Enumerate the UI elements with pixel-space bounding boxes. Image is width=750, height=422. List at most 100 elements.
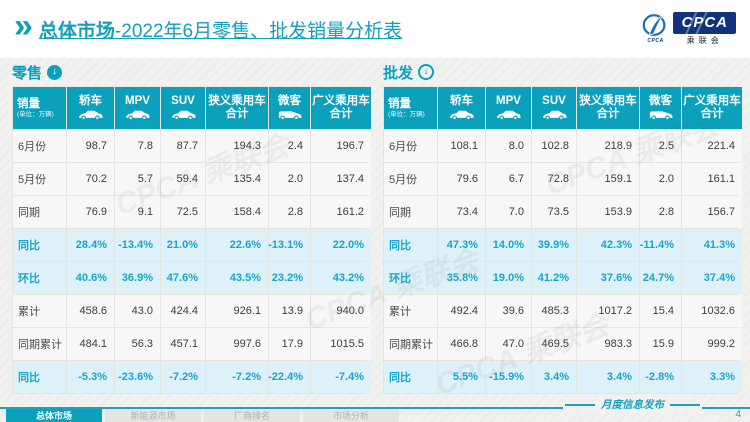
data-cell: 19.0% bbox=[486, 262, 531, 294]
data-cell: 1017.2 bbox=[577, 295, 639, 327]
data-cell: 2.8 bbox=[269, 196, 310, 228]
cpca-emblem-icon: CPCA bbox=[640, 12, 670, 44]
row-label: 环比 bbox=[13, 262, 66, 294]
cpca-logo-text: CPCA 乘联会 bbox=[673, 12, 736, 46]
column-header: 广义乘用车 合计 bbox=[682, 87, 742, 129]
data-cell: 79.6 bbox=[438, 163, 485, 195]
column-header-label: 轿车 bbox=[450, 94, 473, 107]
footer-tab-0[interactable]: 总体市场 bbox=[6, 409, 102, 422]
data-cell: 108.1 bbox=[438, 130, 485, 162]
footer-tab-1[interactable]: 新能源市场 bbox=[105, 409, 201, 422]
data-cell: 194.3 bbox=[206, 130, 268, 162]
row-label: 同比 bbox=[384, 361, 437, 393]
cpca-acronym: CPCA bbox=[673, 12, 736, 34]
row-label: 同比 bbox=[384, 229, 437, 261]
data-cell: 39.6 bbox=[486, 295, 531, 327]
data-cell: 37.6% bbox=[577, 262, 639, 294]
mpv-icon bbox=[497, 110, 521, 121]
data-cell: 70.2 bbox=[67, 163, 114, 195]
data-cell: -22.4% bbox=[268, 361, 310, 393]
data-cell: 76.9 bbox=[67, 196, 114, 228]
column-header: 广义乘用车 合计 bbox=[311, 87, 371, 129]
row-label: 环比 bbox=[384, 262, 437, 294]
column-header-unit: (单位：万辆) bbox=[17, 110, 54, 118]
column-header: 销量 (单位：万辆) bbox=[13, 87, 66, 129]
data-cell: -23.6% bbox=[115, 361, 160, 393]
row-label: 5月份 bbox=[384, 163, 437, 195]
row-label: 累计 bbox=[384, 295, 437, 327]
data-cell: 156.7 bbox=[682, 196, 742, 228]
data-cell: 135.4 bbox=[206, 163, 268, 195]
data-cell: -7.2% bbox=[161, 361, 205, 393]
section-title: 零售 bbox=[12, 64, 43, 82]
column-header-label: 微客 bbox=[278, 94, 301, 107]
data-cell: 221.4 bbox=[682, 130, 742, 162]
data-cell: 1032.6 bbox=[682, 295, 742, 327]
column-header: 销量 (单位：万辆) bbox=[384, 87, 437, 129]
slide-header: » 总体市场-2022年6月零售、批发销量分析表 CPCA CPCA 乘联会 bbox=[0, 0, 750, 58]
column-header: 轿车 bbox=[438, 87, 485, 129]
column-header-label: MPV bbox=[125, 94, 150, 107]
data-cell: 102.8 bbox=[532, 130, 576, 162]
data-cell: 218.9 bbox=[577, 130, 639, 162]
data-cell: 47.3% bbox=[438, 229, 485, 261]
tables-area: 零售 ↓ 销量 (单位：万辆) 轿车 MPV SUV 狭义乘用车 合计 微客 广义乘用车 合计 6月份 9… bbox=[12, 60, 742, 394]
section-title: 批发 bbox=[383, 64, 414, 82]
row-label: 同期 bbox=[13, 196, 66, 228]
section-header-retail: 零售 ↓ bbox=[12, 60, 367, 84]
data-cell: 9.1 bbox=[115, 196, 160, 228]
footer-tab-bar: 总体市场 新能源市场 厂商排名 市场分析 bbox=[6, 409, 399, 422]
row-label: 同比 bbox=[13, 361, 66, 393]
row-label: 6月份 bbox=[384, 130, 437, 162]
data-cell: -2.8% bbox=[640, 361, 681, 393]
data-cell: 161.2 bbox=[311, 196, 371, 228]
data-cell: 3.4% bbox=[532, 361, 576, 393]
van-icon bbox=[278, 111, 302, 121]
data-cell: 469.5 bbox=[532, 328, 576, 360]
data-cell: 41.3% bbox=[682, 229, 742, 261]
row-label: 同期 bbox=[384, 196, 437, 228]
data-cell: 492.4 bbox=[438, 295, 485, 327]
data-cell: 153.9 bbox=[577, 196, 639, 228]
column-header-label: 狭义乘用车 bbox=[208, 94, 266, 107]
footer-tab-2[interactable]: 厂商排名 bbox=[204, 409, 300, 422]
cpca-emblem-caption: CPCA bbox=[647, 38, 664, 44]
page-title[interactable]: 总体市场-2022年6月零售、批发销量分析表 bbox=[39, 16, 402, 43]
column-header: 轿车 bbox=[67, 87, 114, 129]
page-number: 4 bbox=[735, 409, 741, 420]
column-header: 微客 bbox=[269, 87, 310, 129]
data-cell: 983.3 bbox=[577, 328, 639, 360]
data-cell: 158.4 bbox=[206, 196, 268, 228]
mpv-icon bbox=[126, 110, 150, 121]
column-header-label: SUV bbox=[171, 94, 195, 107]
row-label: 6月份 bbox=[13, 130, 66, 162]
row-label: 同期累计 bbox=[13, 328, 66, 360]
page-title-prefix: 总体市场 bbox=[38, 20, 115, 42]
column-header-label: SUV bbox=[542, 94, 566, 107]
section-header-wholesale: 批发 ↓ bbox=[383, 60, 738, 84]
data-cell: 35.8% bbox=[438, 262, 485, 294]
circle-down-outline-icon: ↓ bbox=[418, 64, 435, 80]
column-header-label: 销量 bbox=[388, 97, 411, 110]
data-cell: 43.0 bbox=[115, 295, 160, 327]
data-cell: 13.9 bbox=[269, 295, 310, 327]
column-header-label: 狭义乘用车 bbox=[579, 94, 637, 107]
data-cell: 424.4 bbox=[161, 295, 205, 327]
row-label: 5月份 bbox=[13, 163, 66, 195]
data-cell: 7.0 bbox=[486, 196, 531, 228]
column-header-label: 轿车 bbox=[79, 94, 102, 107]
data-cell: -7.4% bbox=[311, 361, 371, 393]
data-cell: 41.2% bbox=[532, 262, 576, 294]
data-cell: 3.4% bbox=[577, 361, 639, 393]
data-cell: 485.3 bbox=[532, 295, 576, 327]
data-cell: 47.0 bbox=[486, 328, 531, 360]
data-cell: 458.6 bbox=[67, 295, 114, 327]
page-title-rest: -2022年6月零售、批发销量分析表 bbox=[114, 20, 403, 42]
data-cell: 72.5 bbox=[161, 196, 205, 228]
circle-down-filled-icon: ↓ bbox=[47, 64, 63, 80]
column-header-label2: 合计 bbox=[596, 108, 620, 120]
data-cell: 73.5 bbox=[532, 196, 576, 228]
footer-tab-3[interactable]: 市场分析 bbox=[303, 409, 399, 422]
cpca-logo: CPCA CPCA 乘联会 bbox=[640, 12, 736, 46]
